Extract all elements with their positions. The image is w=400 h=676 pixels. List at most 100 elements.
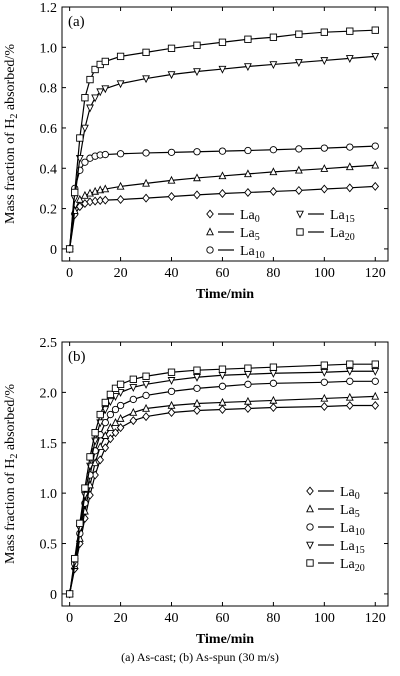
- data-point: [320, 57, 329, 66]
- data-point: [345, 162, 354, 171]
- data-point: [320, 144, 328, 152]
- legend-label-sub: 15: [355, 545, 365, 556]
- data-point: [86, 75, 94, 84]
- data-point: [371, 367, 380, 376]
- data-point: [111, 405, 120, 414]
- x-tick-label: 0: [66, 611, 73, 626]
- data-point: [193, 384, 201, 393]
- x-tick-label: 60: [215, 266, 229, 281]
- data-point: [244, 364, 252, 372]
- legend-marker: [296, 210, 304, 219]
- data-point: [371, 53, 380, 61]
- data-point: [218, 38, 227, 46]
- data-point: [129, 395, 137, 404]
- legend-label-main: La: [240, 226, 256, 241]
- panel-label: (a): [68, 14, 85, 30]
- data-point: [116, 181, 125, 190]
- data-point: [345, 392, 354, 401]
- legend-marker: [306, 559, 314, 567]
- data-point: [269, 33, 278, 41]
- legend-marker: [206, 209, 214, 219]
- data-point: [101, 184, 110, 193]
- data-point: [142, 178, 150, 187]
- data-point: [91, 458, 100, 467]
- legend-label: La5: [240, 226, 260, 243]
- data-point: [345, 367, 354, 376]
- data-point: [218, 382, 227, 390]
- series-la20: [65, 360, 379, 598]
- data-point: [193, 366, 201, 374]
- data-point: [76, 519, 84, 528]
- data-point: [320, 184, 329, 194]
- data-point: [96, 442, 105, 451]
- data-point: [193, 148, 201, 156]
- data-point: [142, 75, 150, 84]
- data-point: [167, 408, 176, 418]
- legend-item: La0: [206, 208, 260, 225]
- y-axis-label-sub: 2: [9, 114, 20, 119]
- legend-label: La10: [340, 521, 365, 538]
- legend-marker: [306, 541, 314, 550]
- y-tick-label: 0.4: [40, 162, 58, 177]
- chart-panel-b: 0 20 40 60 80 100 12000.51.01.52.02.5Time/minM…: [3, 336, 389, 647]
- data-point: [269, 167, 278, 176]
- series-la10: [65, 142, 379, 253]
- data-point: [106, 423, 115, 431]
- data-point: [193, 173, 201, 182]
- data-point: [129, 407, 138, 416]
- data-point: [101, 398, 109, 407]
- legend-marker: [296, 228, 304, 236]
- y-axis-label: Mass fraction of H2 absorbed/%: [3, 44, 20, 224]
- data-point: [167, 377, 176, 385]
- data-point: [129, 416, 138, 426]
- data-point: [269, 363, 278, 371]
- data-point: [142, 412, 150, 422]
- x-tick-label: 100: [314, 611, 335, 626]
- data-point: [91, 429, 99, 437]
- data-point: [129, 375, 137, 383]
- data-point: [106, 390, 115, 399]
- x-tick-label: 20: [114, 266, 128, 281]
- data-point: [218, 147, 227, 155]
- data-point: [96, 410, 104, 419]
- legend-marker: [206, 246, 214, 254]
- y-axis-label-tail: absorbed/%: [3, 384, 18, 454]
- legend-label-main: La: [340, 521, 356, 536]
- y-tick-label: 1.0: [40, 41, 58, 56]
- data-point: [269, 186, 278, 196]
- y-axis-label-tail: absorbed/%: [3, 44, 18, 114]
- x-tick-label: 60: [215, 611, 229, 626]
- x-tick-label: 20: [114, 611, 128, 626]
- data-point: [142, 48, 150, 57]
- series-la20: [65, 26, 379, 253]
- legend-label-sub: 10: [255, 250, 265, 261]
- data-point: [167, 44, 176, 52]
- data-point: [106, 410, 115, 419]
- data-point: [76, 134, 84, 142]
- data-point: [295, 185, 303, 195]
- legend-item: La15: [306, 539, 365, 556]
- data-point: [111, 418, 120, 426]
- legend-marker: [306, 504, 314, 513]
- data-point: [81, 94, 89, 102]
- data-point: [243, 169, 252, 178]
- data-point: [294, 59, 303, 68]
- data-point: [101, 443, 110, 453]
- data-point: [142, 391, 150, 400]
- data-point: [81, 158, 89, 166]
- data-point: [167, 148, 176, 156]
- data-point: [142, 149, 150, 157]
- legend-item: La10: [306, 521, 365, 538]
- legend-label-sub: 5: [355, 509, 360, 520]
- data-point: [371, 142, 379, 150]
- legend-marker: [306, 523, 314, 531]
- legend-label-sub: 10: [355, 527, 365, 538]
- data-point: [243, 396, 252, 405]
- data-point: [116, 150, 125, 158]
- y-tick-label: 0: [50, 243, 57, 258]
- data-point: [101, 195, 110, 205]
- panel-label: (b): [68, 349, 86, 365]
- data-point: [167, 368, 176, 376]
- legend-item: La5: [306, 503, 360, 520]
- data-point: [269, 395, 278, 404]
